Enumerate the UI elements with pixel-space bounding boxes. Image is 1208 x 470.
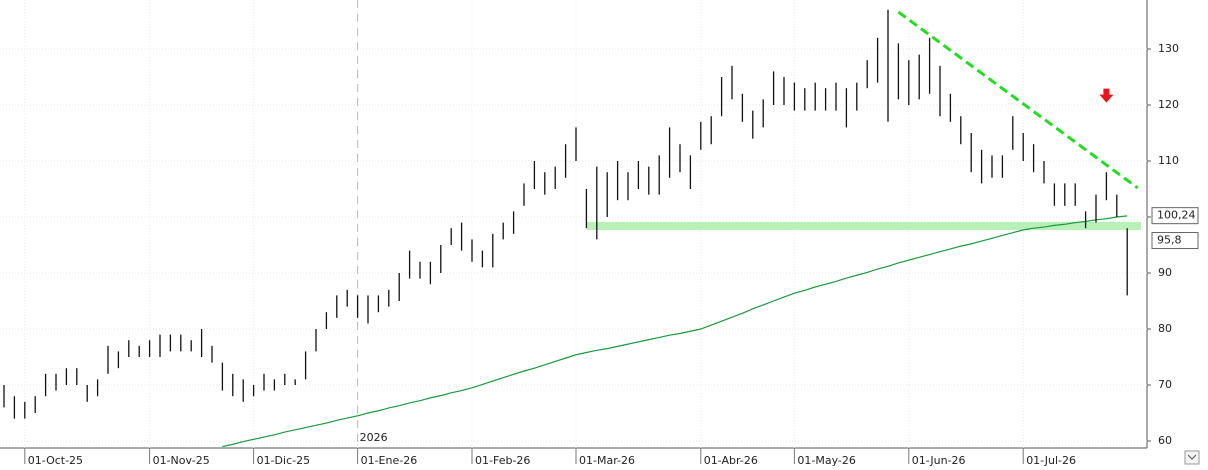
- year-label: 2026: [360, 431, 388, 444]
- sell-arrow: [1099, 88, 1114, 103]
- x-tick-label: 01-May-26: [797, 454, 855, 467]
- x-tick-label: 01-Ene-26: [361, 454, 418, 467]
- price-label: 95,8: [1157, 234, 1182, 247]
- y-tick-label: 110: [1158, 154, 1179, 167]
- y-tick-label: 90: [1158, 266, 1172, 279]
- scroll-icon: [1187, 454, 1197, 460]
- price-label-box: [1151, 207, 1199, 225]
- x-tick-label: 01-Feb-26: [475, 454, 530, 467]
- moving-average: [222, 215, 1128, 448]
- x-tick-label: 01-Oct-25: [28, 454, 83, 467]
- x-tick-label: 01-Mar-26: [579, 454, 635, 467]
- support-band: [586, 221, 1141, 230]
- x-tick-label: 01-Dic-25: [257, 454, 311, 467]
- x-tick-label: 01-Abr-26: [704, 454, 758, 467]
- trendline: [897, 10, 1139, 190]
- price-label: 100,24: [1157, 209, 1196, 222]
- x-tick-label: 01-Jun-26: [912, 454, 966, 467]
- y-tick-label: 120: [1158, 98, 1179, 111]
- y-tick-label: 60: [1158, 434, 1172, 447]
- price-label-box: [1151, 232, 1199, 250]
- x-tick-label: 01-Nov-25: [153, 454, 210, 467]
- x-tick-label: 01-Jul-26: [1026, 454, 1076, 467]
- y-tick-label: 70: [1158, 378, 1172, 391]
- y-tick-label: 130: [1158, 42, 1179, 55]
- y-tick-label: 80: [1158, 322, 1172, 335]
- scroll-button[interactable]: [1184, 450, 1200, 465]
